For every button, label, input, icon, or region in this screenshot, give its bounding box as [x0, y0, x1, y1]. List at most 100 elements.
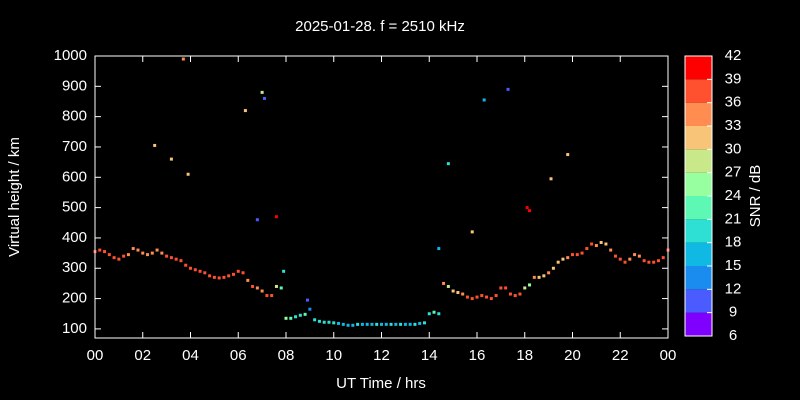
data-point	[504, 286, 508, 290]
data-point	[427, 312, 431, 316]
data-point	[282, 269, 286, 273]
data-point	[313, 318, 317, 322]
data-point	[255, 218, 259, 222]
colorbar-tick-label: 21	[725, 210, 742, 227]
data-point	[380, 322, 383, 326]
data-point	[422, 321, 426, 325]
data-point	[279, 286, 283, 290]
data-point	[485, 295, 489, 299]
data-point	[255, 286, 259, 290]
y-tick-label: 800	[62, 108, 87, 125]
data-point	[327, 320, 331, 324]
data-point	[637, 254, 641, 258]
data-point	[263, 96, 267, 100]
data-point	[604, 242, 608, 246]
data-point	[181, 57, 185, 61]
x-tick-label: 16	[469, 347, 486, 364]
data-point	[470, 230, 474, 234]
data-point	[561, 257, 565, 261]
data-point	[408, 322, 412, 326]
colorbar-band	[685, 56, 712, 80]
data-point	[399, 322, 403, 326]
data-point	[146, 253, 150, 257]
data-point	[647, 260, 651, 264]
data-point	[305, 298, 309, 302]
data-point	[107, 253, 111, 257]
data-point	[260, 289, 264, 293]
data-point	[456, 291, 460, 295]
data-point	[243, 109, 247, 113]
data-point	[208, 274, 212, 278]
data-point	[446, 284, 450, 288]
data-point	[475, 295, 479, 299]
data-point	[136, 248, 140, 252]
data-point	[169, 256, 173, 260]
data-point	[482, 98, 486, 102]
y-tick-label: 600	[62, 168, 87, 185]
colorbar-tick-label: 12	[725, 280, 742, 297]
x-tick-label: 18	[516, 347, 533, 364]
data-point	[241, 271, 245, 275]
data-point	[308, 307, 312, 311]
data-point	[150, 251, 154, 255]
data-point	[446, 162, 450, 166]
data-point	[98, 248, 102, 252]
data-point	[341, 322, 345, 326]
colorbar-band	[685, 102, 712, 126]
colorbar-band	[685, 172, 712, 196]
data-point	[270, 294, 274, 298]
x-tick-label: 20	[564, 347, 581, 364]
data-point	[566, 153, 570, 157]
colorbar-band	[685, 289, 712, 313]
y-tick-label: 500	[62, 199, 87, 216]
data-point	[613, 254, 617, 258]
data-point	[322, 320, 326, 324]
data-point	[169, 157, 173, 161]
y-tick-label: 1000	[54, 47, 87, 64]
data-point	[590, 242, 594, 246]
data-point	[384, 322, 388, 326]
colorbar-tick-label: 42	[725, 47, 742, 64]
x-tick-label: 06	[230, 347, 247, 364]
data-point	[375, 322, 379, 326]
data-point	[394, 322, 398, 326]
data-point	[618, 257, 622, 261]
data-point	[346, 323, 350, 327]
colorbar-band	[685, 196, 712, 220]
y-tick-label: 900	[62, 77, 87, 94]
data-point	[260, 90, 264, 94]
data-point	[193, 268, 197, 272]
colorbar-band	[685, 312, 712, 336]
data-point	[155, 248, 159, 252]
data-point	[437, 247, 441, 251]
data-point	[470, 297, 474, 301]
y-axis-label: Virtual height / km	[6, 137, 23, 257]
data-point	[489, 297, 493, 301]
data-point	[289, 316, 293, 320]
data-point	[117, 257, 121, 261]
colorbar-tick-label: 39	[725, 70, 742, 87]
x-tick-label: 14	[421, 347, 438, 364]
data-point	[351, 323, 355, 327]
data-point	[332, 321, 336, 325]
data-point	[103, 250, 107, 254]
data-point	[189, 266, 192, 270]
data-point	[551, 266, 555, 270]
data-point	[389, 322, 393, 326]
data-point	[365, 322, 369, 326]
data-point	[179, 259, 183, 263]
data-point	[642, 259, 646, 263]
colorbar-tick-label: 18	[725, 234, 742, 251]
data-point	[337, 321, 341, 325]
data-point	[131, 247, 135, 251]
data-point	[633, 253, 637, 257]
data-point	[251, 284, 255, 288]
x-tick-label: 04	[182, 347, 199, 364]
data-point	[506, 87, 510, 91]
data-point	[623, 260, 627, 264]
colorbar-band	[685, 219, 712, 243]
x-tick-label: 00	[87, 347, 104, 364]
data-point	[360, 322, 364, 326]
data-point	[599, 240, 603, 244]
